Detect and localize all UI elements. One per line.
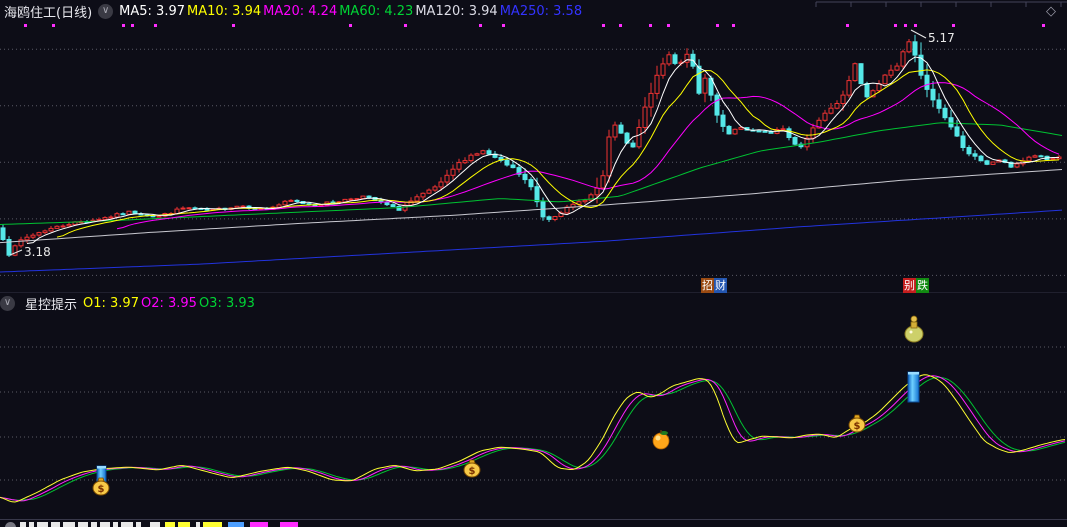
cutoff-text-fragment xyxy=(91,522,97,527)
ma-readouts: MA5: 3.97 MA10: 3.94 MA20: 4.24 MA60: 4.23 M… xyxy=(119,4,584,19)
cutoff-text-fragment xyxy=(51,522,60,527)
bottle-icon xyxy=(904,315,924,343)
ma-line-ma5 xyxy=(26,56,1059,244)
svg-text:$: $ xyxy=(98,484,105,495)
cutoff-text-fragment xyxy=(280,522,298,527)
indicator-readout: O2: 3.95 xyxy=(140,295,197,311)
main-chart-header: 海鸥住工(日线) ∨ MA5: 3.97 MA10: 3.94 MA20: 4.24… xyxy=(0,0,1067,22)
indicator-title: 星控提示 xyxy=(25,297,78,313)
indicator-readout: O3: 3.93 xyxy=(198,295,255,311)
signal-tag: 别跌 xyxy=(903,278,929,293)
cutoff-text-fragment xyxy=(136,522,141,527)
candles-layer xyxy=(0,34,1062,257)
top-ruler xyxy=(815,1,1067,7)
cutoff-text-fragment xyxy=(37,522,48,527)
ma-readout: MA20: 4.24 xyxy=(263,3,338,19)
signal-dots xyxy=(24,24,1045,27)
cutoff-text-fragment xyxy=(100,522,110,527)
moneybag-icon: $ xyxy=(92,477,110,496)
ma-line-ma250 xyxy=(0,209,1063,273)
chevron-down-icon[interactable]: ∨ xyxy=(98,3,114,19)
cutoff-text-fragment xyxy=(63,522,75,527)
cutoff-text-fragment xyxy=(196,522,200,527)
indicator-readout: O1: 3.97 xyxy=(83,295,139,311)
cutoff-text-fragment xyxy=(29,522,34,527)
chevron-down-icon[interactable]: ∨ xyxy=(0,295,15,311)
ma-readout: MA5: 3.97 xyxy=(119,3,185,19)
indicator-panel-header: ∨ 星控提示 O1: 3.97 O2: 3.95 O3: 3.93 xyxy=(0,292,1067,313)
signal-tag: 招财 xyxy=(701,278,727,293)
low-price-label: 3.18 xyxy=(24,245,51,259)
high-price-label: 5.17 xyxy=(928,31,955,45)
cutoff-text-fragment xyxy=(203,522,222,527)
ma-line-ma20 xyxy=(116,82,1060,230)
cylinder-marker xyxy=(907,371,920,403)
cutoff-text-fragment xyxy=(165,522,175,527)
main-gridlines xyxy=(0,48,1067,276)
cutoff-text-fragment xyxy=(78,522,88,527)
ma-readout: MA250: 3.58 xyxy=(499,3,583,19)
cutoff-text-fragment xyxy=(228,522,244,527)
indicator-line-o3 xyxy=(0,376,1066,501)
moneybag-icon: $ xyxy=(848,414,866,433)
cutoff-text-fragment xyxy=(121,522,133,527)
price-annotations: 3.18 5.17 xyxy=(9,29,955,259)
ma-line-ma120 xyxy=(0,169,1063,244)
indicator-readouts: O1: 3.97 O2: 3.95 O3: 3.93 xyxy=(83,296,257,311)
bottom-cutoff-strip xyxy=(0,519,1067,527)
svg-text:$: $ xyxy=(469,466,476,477)
cutoff-text-fragment xyxy=(20,522,26,527)
diamond-icon[interactable]: ◇ xyxy=(1046,4,1056,19)
indicator-icons: $ $ $ xyxy=(92,315,924,496)
cutoff-text-fragment xyxy=(113,522,118,527)
cutoff-text-fragment xyxy=(250,522,268,527)
ma-readout: MA120: 3.94 xyxy=(415,3,498,19)
chevron-circle-icon xyxy=(5,522,16,527)
svg-text:$: $ xyxy=(854,421,861,432)
moneybag-icon: $ xyxy=(463,459,481,478)
fruit-icon xyxy=(652,430,670,450)
indicator-line-o1 xyxy=(0,374,1066,503)
indicator-line-o2 xyxy=(0,375,1066,502)
ma-readout: MA60: 4.23 xyxy=(339,3,414,19)
ma-readout: MA10: 3.94 xyxy=(187,3,262,19)
cutoff-text-fragment xyxy=(150,522,160,527)
stock-title: 海鸥住工(日线) xyxy=(4,5,93,21)
ma-line-ma60 xyxy=(0,122,1063,225)
indicator-gridlines xyxy=(0,346,1067,481)
cutoff-text-fragment xyxy=(178,522,190,527)
